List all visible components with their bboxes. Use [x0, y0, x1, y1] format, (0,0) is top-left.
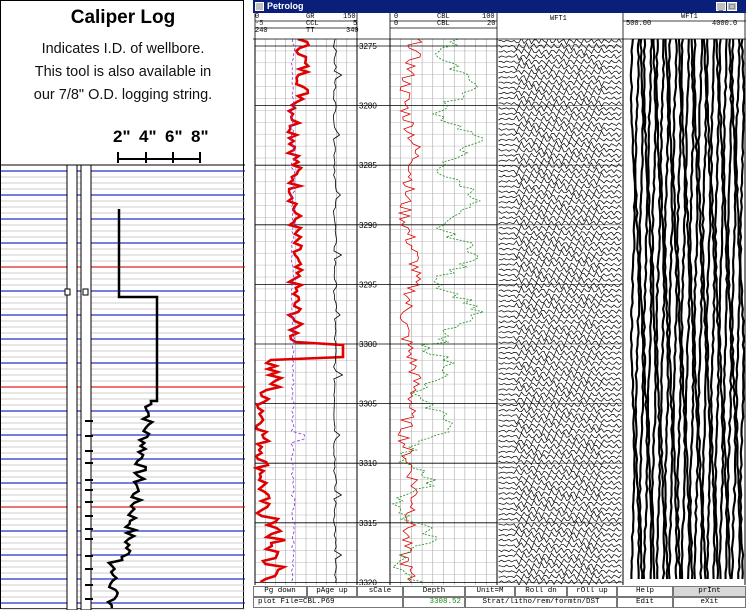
- track3-row2-left: 0: [394, 20, 399, 28]
- pg-down-button[interactable]: Pg down: [253, 586, 307, 597]
- minimize-icon[interactable]: _: [716, 2, 726, 11]
- scale-button[interactable]: sCale: [357, 586, 403, 597]
- tt-curve: [290, 39, 306, 584]
- caliper-grid: [1, 165, 245, 610]
- ccl-curve: [333, 38, 344, 584]
- caliper-desc-line-3: our 7/8" O.D. logging string.: [33, 87, 213, 103]
- roll-down-button[interactable]: Roll dn: [515, 586, 567, 597]
- track3-row1-right: 100: [482, 13, 495, 21]
- cbl20-curve: [391, 38, 484, 583]
- scale-label-2in: 2": [113, 127, 131, 146]
- vdl-track: [629, 38, 746, 580]
- caliper-title: Caliper Log: [70, 7, 176, 28]
- depth-label: 3280: [359, 102, 377, 111]
- depth-label: 3275: [359, 42, 377, 51]
- track1-row3-left: 240: [255, 27, 268, 35]
- track1-row2-mid: CCL: [306, 20, 319, 28]
- track1-row1-right: 150: [343, 13, 356, 21]
- depth-label: 3320: [359, 578, 377, 585]
- track1-row1-mid: GR: [306, 13, 315, 21]
- depth-label: 3290: [359, 221, 377, 230]
- unit-button[interactable]: Unit=M: [465, 586, 515, 597]
- log-grid: [254, 13, 746, 585]
- tool-string-left: [66, 164, 78, 610]
- help-button[interactable]: Help: [617, 586, 673, 597]
- caliper-tick-marks: [85, 420, 93, 600]
- track1-row2-right: 5: [353, 20, 358, 28]
- depth-label: 3300: [359, 340, 377, 349]
- roll-up-button[interactable]: rOll up: [567, 586, 617, 597]
- track5-label: WFT1: [681, 13, 698, 21]
- title-bar[interactable]: Petrolog _ □: [253, 0, 746, 13]
- depth-label: 3310: [359, 459, 377, 468]
- caliper-scale: 2" 4" 6" 8": [109, 127, 219, 149]
- waveform-track: [498, 36, 622, 585]
- caliper-log-plot: [1, 152, 245, 610]
- window-title: Petrolog: [267, 1, 304, 11]
- plot-file-status: plot File=CBL.P69: [253, 597, 403, 608]
- track5-left-scale: 500.00: [626, 20, 652, 28]
- tool-joint-left: [64, 288, 71, 296]
- scale-label-4in: 4": [139, 127, 157, 146]
- tool-string-right: [80, 164, 92, 610]
- track1-row3-right: 340: [346, 27, 359, 35]
- edit-button[interactable]: Edit: [617, 597, 673, 608]
- track3-row1-mid: CBL: [437, 13, 450, 21]
- caliper-log-panel: Caliper Log Indicates I.D. of wellbore. …: [0, 0, 245, 610]
- page-up-button[interactable]: pAge up: [307, 586, 357, 597]
- depth-button[interactable]: Depth: [403, 586, 465, 597]
- track3-row1-left: 0: [394, 13, 399, 21]
- track3-row2-right: 20: [487, 20, 496, 28]
- caliper-scale-bar: [117, 152, 201, 163]
- track1-row1-left: 0: [255, 13, 260, 21]
- print-button[interactable]: prInt: [673, 586, 746, 597]
- status-bar: plot File=CBL.P69 3308.52 Strat/litho/re…: [253, 597, 746, 608]
- track4-label: WFT1: [550, 15, 567, 23]
- track1-row3-mid: TT: [306, 27, 315, 35]
- cbl100-curve: [397, 38, 423, 583]
- depth-label: 3295: [359, 280, 377, 289]
- scale-label-6in: 6": [165, 127, 183, 146]
- caliper-curve: [105, 209, 159, 609]
- function-key-menu: Pg down pAge up sCale Depth Unit=M Roll …: [253, 586, 746, 597]
- track3-row2-mid: CBL: [437, 20, 450, 28]
- track5-right-scale: 4000.0: [712, 20, 738, 28]
- depth-label: 3315: [359, 519, 377, 528]
- track1-row2-left: -5: [255, 20, 264, 28]
- petrolog-window: Petrolog _ □ 3275 3280 3285 3290 3295 3300 330…: [253, 0, 746, 609]
- scale-label-8in: 8": [191, 127, 209, 146]
- current-depth-value: 3308.52: [403, 597, 465, 608]
- maximize-icon[interactable]: □: [727, 2, 737, 11]
- depth-label: 3285: [359, 161, 377, 170]
- depth-labels: 3275 3280 3285 3290 3295 3300 3305 3310 3315 3320: [359, 42, 377, 585]
- app-icon[interactable]: [255, 2, 264, 11]
- log-display[interactable]: 3275 3280 3285 3290 3295 3300 3305 3310 3315 3320: [253, 13, 746, 585]
- caliper-desc-line-1: Indicates I.D. of wellbore.: [41, 41, 205, 57]
- mode-button[interactable]: Strat/litho/rem/formtn/DST: [465, 597, 617, 608]
- caliper-desc-line-2: This tool is also available in: [34, 64, 212, 80]
- tool-joint-right: [82, 288, 89, 296]
- exit-button[interactable]: eXit: [673, 597, 746, 608]
- gr-curve: [253, 37, 345, 584]
- depth-label: 3305: [359, 400, 377, 409]
